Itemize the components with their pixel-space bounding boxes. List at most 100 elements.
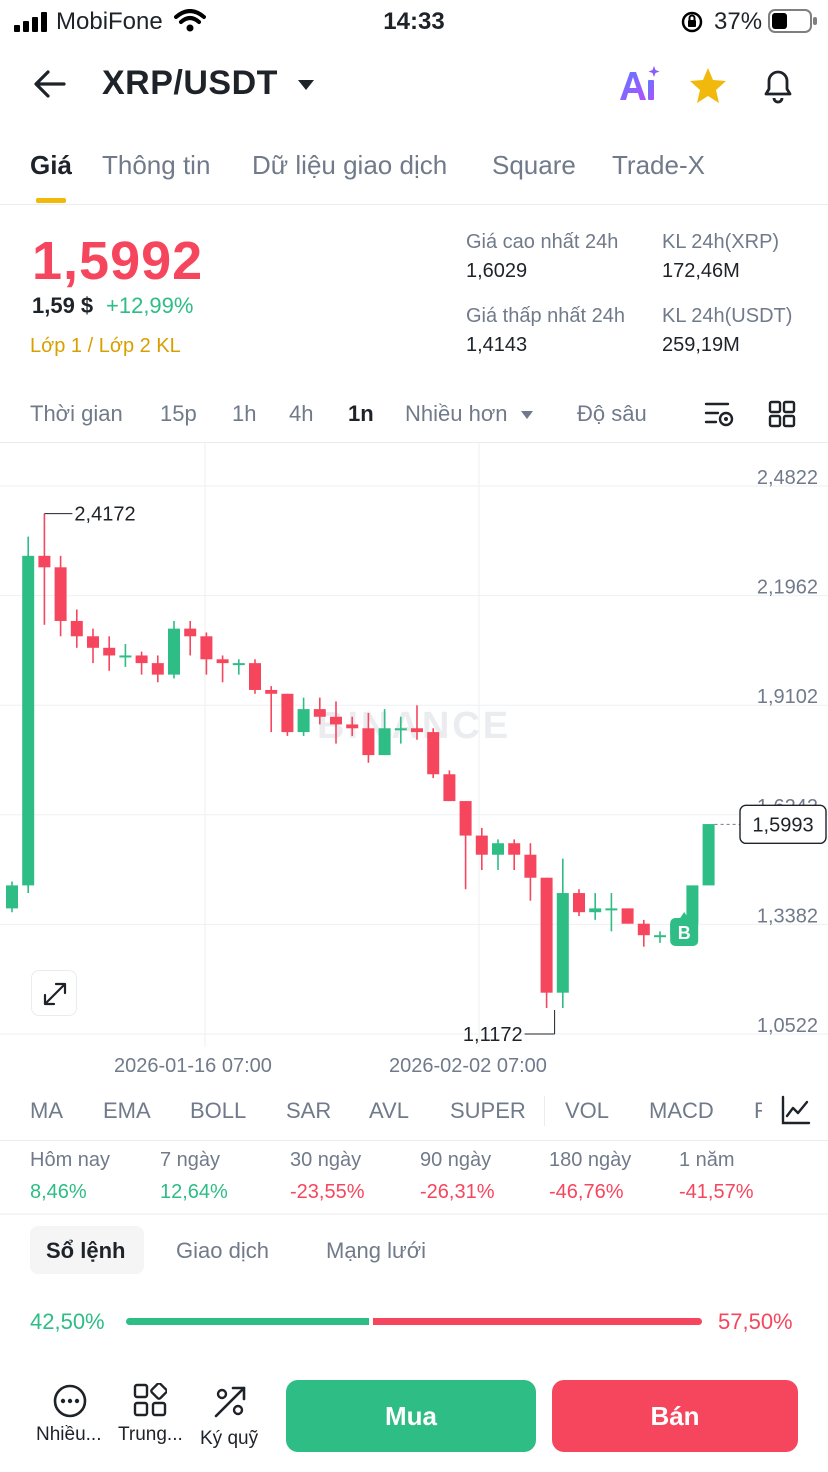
perf-value: 12,64% xyxy=(160,1181,228,1203)
candle xyxy=(22,555,35,886)
candle xyxy=(70,620,83,637)
perf-value: -23,55% xyxy=(290,1181,365,1203)
hub-icon[interactable] xyxy=(133,1383,167,1417)
candle xyxy=(216,659,229,664)
interval-4h[interactable]: 4h xyxy=(289,401,314,426)
candlestick-chart[interactable]: 2,48222,19621,91021,62421,33821,0522BINA… xyxy=(0,442,828,1052)
y-tick-label: 1,0522 xyxy=(757,1015,818,1037)
interval-time[interactable]: Thời gian xyxy=(30,401,123,426)
perf-label: 7 ngày xyxy=(160,1149,221,1171)
ai-icon[interactable] xyxy=(616,64,662,104)
indicator-ema[interactable]: EMA xyxy=(103,1098,151,1123)
perf-label: Hôm nay xyxy=(30,1149,111,1171)
notification-bell-icon[interactable] xyxy=(760,66,796,104)
pair-selector[interactable]: XRP/USDT xyxy=(102,64,316,103)
candle xyxy=(119,655,132,658)
min-price-label: 1,1172 xyxy=(463,1024,523,1046)
indicator-rsi[interactable]: R xyxy=(754,1098,762,1123)
tab-network[interactable]: Mạng lưới xyxy=(326,1238,427,1263)
depth-tab[interactable]: Độ sâu xyxy=(577,401,647,426)
indicator-avl[interactable]: AVL xyxy=(369,1098,409,1123)
candle xyxy=(346,724,359,729)
indicator-super[interactable]: SUPER xyxy=(450,1098,526,1123)
candle xyxy=(103,647,116,656)
grid-layout-icon[interactable] xyxy=(768,400,796,428)
back-arrow-icon[interactable] xyxy=(32,68,68,100)
perf-label: 30 ngày xyxy=(290,1149,362,1171)
candle xyxy=(362,728,375,756)
tab-trades[interactable]: Giao dịch xyxy=(176,1238,269,1263)
interval-1h[interactable]: 1h xyxy=(232,401,257,426)
indicator-separator xyxy=(544,1096,545,1126)
tab-info[interactable]: Thông tin xyxy=(102,150,211,180)
indicator-ma[interactable]: MA xyxy=(30,1098,63,1123)
candle xyxy=(492,843,504,855)
candle xyxy=(249,663,261,690)
high-24h-label: Giá cao nhất 24h xyxy=(466,231,619,253)
buy-marker-pointer xyxy=(680,912,689,918)
indicator-macd[interactable]: MACD xyxy=(649,1098,714,1123)
max-price-label: 2,4172 xyxy=(74,504,135,526)
candle xyxy=(168,628,180,675)
sell-button[interactable]: Bán xyxy=(552,1380,798,1452)
margin-icon[interactable] xyxy=(212,1384,248,1420)
candle xyxy=(573,893,585,913)
tab-price[interactable]: Giá xyxy=(30,150,72,180)
candle xyxy=(330,716,342,725)
candle xyxy=(200,636,213,660)
buy-ratio-bar xyxy=(126,1318,369,1325)
candle xyxy=(540,877,553,993)
margin-label[interactable]: Ký quỹ xyxy=(200,1428,259,1449)
favorite-star-icon[interactable] xyxy=(688,66,728,104)
vol-quote-value: 259,19M xyxy=(662,334,740,356)
more-icon[interactable] xyxy=(52,1383,88,1419)
candle xyxy=(281,693,294,733)
candle xyxy=(313,709,326,717)
indicator-chart-icon[interactable] xyxy=(780,1094,812,1126)
chart-settings-icon[interactable] xyxy=(704,400,736,430)
candle xyxy=(54,567,67,621)
divider xyxy=(0,442,828,443)
candle xyxy=(605,908,618,911)
buy-ratio: 42,50% xyxy=(30,1309,105,1334)
tab-trade-x[interactable]: Trade-X xyxy=(612,150,705,180)
buy-marker-label: B xyxy=(678,923,691,943)
sell-ratio-bar xyxy=(373,1318,702,1325)
vol-base-value: 172,46M xyxy=(662,260,740,282)
indicator-boll[interactable]: BOLL xyxy=(190,1098,247,1123)
status-bar: MobiFone 14:33 37% xyxy=(0,0,828,44)
candle xyxy=(621,908,634,924)
interval-15m[interactable]: 15p xyxy=(160,401,197,426)
perf-value: 8,46% xyxy=(30,1181,87,1203)
more-label[interactable]: Nhiều... xyxy=(36,1424,102,1445)
candle xyxy=(702,824,715,886)
candle xyxy=(508,843,521,855)
candle xyxy=(637,923,650,936)
candle xyxy=(297,709,310,733)
layer-tags[interactable]: Lớp 1 / Lớp 2 KL xyxy=(30,335,181,357)
vol-quote-label: KL 24h(USDT) xyxy=(662,305,793,327)
indicator-sar[interactable]: SAR xyxy=(286,1098,332,1123)
interval-1d[interactable]: 1n xyxy=(348,401,374,426)
tab-orderbook[interactable]: Sổ lệnh xyxy=(46,1238,126,1263)
tab-square[interactable]: Square xyxy=(492,150,576,180)
candle xyxy=(556,893,569,993)
perf-value: -26,31% xyxy=(420,1181,495,1203)
clock: 14:33 xyxy=(383,8,445,35)
indicator-vol[interactable]: VOL xyxy=(565,1098,610,1123)
perf-label: 180 ngày xyxy=(549,1149,632,1171)
candle xyxy=(443,774,456,802)
divider xyxy=(0,1140,828,1141)
interval-more[interactable]: Nhiều hơn xyxy=(405,401,534,427)
x-axis-label: 2026-02-02 07:00 xyxy=(389,1055,547,1077)
caret-down-icon xyxy=(297,80,314,91)
buy-button[interactable]: Mua xyxy=(286,1380,536,1452)
candle xyxy=(459,801,472,836)
tab-trading-data[interactable]: Dữ liệu giao dịch xyxy=(252,150,448,180)
battery-percent: 37% xyxy=(714,8,763,35)
hub-label[interactable]: Trung... xyxy=(118,1424,183,1445)
x-axis-label: 2026-01-16 07:00 xyxy=(114,1055,272,1077)
signal-icon xyxy=(14,12,47,32)
fullscreen-button[interactable] xyxy=(31,970,77,1016)
low-24h-value: 1,4143 xyxy=(466,334,528,356)
